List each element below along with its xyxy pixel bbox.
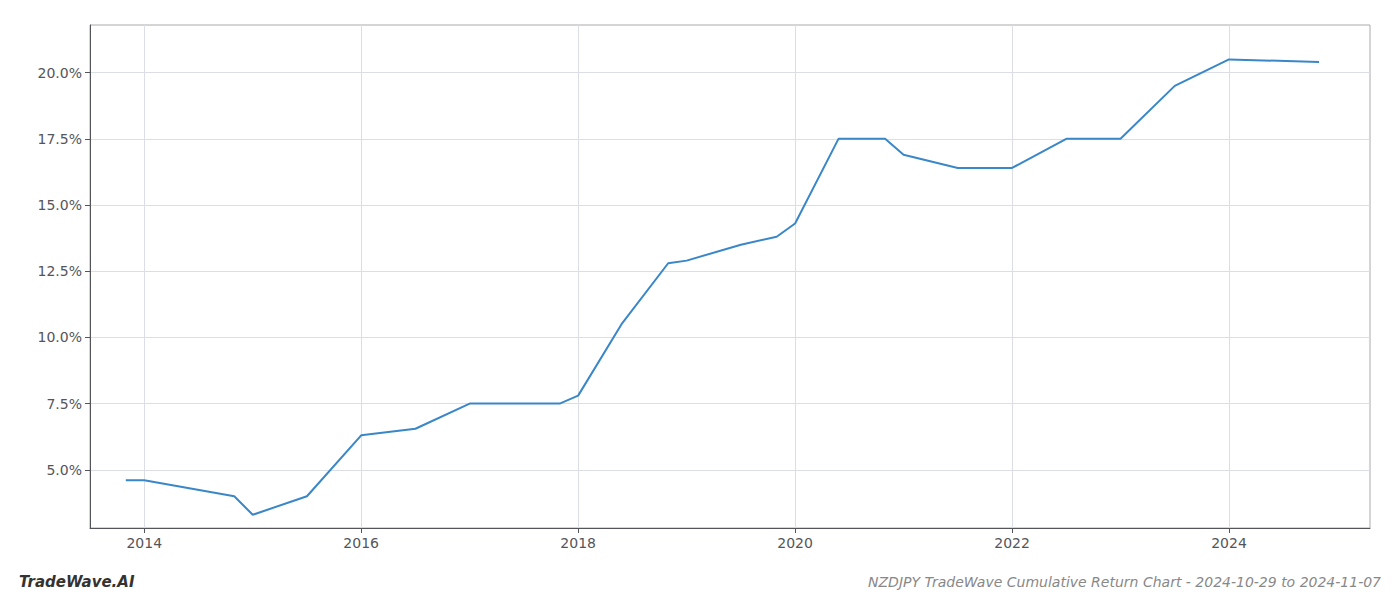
svg-text:2020: 2020 [777,535,813,551]
svg-text:5.0%: 5.0% [46,462,82,478]
svg-text:2016: 2016 [343,535,379,551]
svg-text:7.5%: 7.5% [46,396,82,412]
svg-text:2024: 2024 [1211,535,1247,551]
svg-text:17.5%: 17.5% [38,131,82,147]
svg-text:NZDJPY TradeWave Cumulative Re: NZDJPY TradeWave Cumulative Return Chart… [868,574,1381,590]
svg-text:2014: 2014 [126,535,162,551]
svg-text:TradeWave.AI: TradeWave.AI [19,573,135,591]
svg-text:2018: 2018 [560,535,596,551]
svg-text:2022: 2022 [994,535,1030,551]
svg-text:20.0%: 20.0% [38,65,82,81]
svg-text:10.0%: 10.0% [38,329,82,345]
svg-text:12.5%: 12.5% [38,263,82,279]
svg-text:15.0%: 15.0% [38,197,82,213]
